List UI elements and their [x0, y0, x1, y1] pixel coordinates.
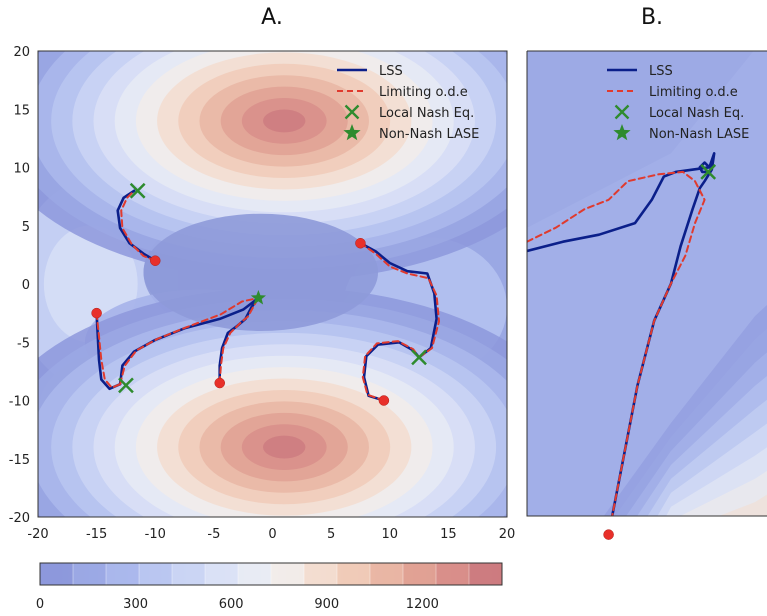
legend-nash-swatch	[344, 104, 360, 120]
lss-trajectory	[359, 241, 438, 359]
ode-trajectory	[218, 297, 260, 384]
panel-b-contours	[527, 51, 767, 516]
panel-a-ticks: -20 -15 -10 -5 0 5 10 15 20 20 15 10 5 0 -5 -10 -15 -20	[9, 45, 516, 542]
x-tick-label: -5	[207, 527, 220, 542]
legend-lss-label: LSS	[649, 64, 673, 79]
panel-b-frame	[526, 50, 767, 517]
panel-a-trajectories	[95, 189, 440, 402]
ode-trajectory	[527, 170, 706, 516]
lss-trajectory	[95, 311, 122, 391]
panel-a-contour-saddle	[143, 213, 379, 331]
panel-a-title: A.	[261, 5, 283, 30]
start-point	[603, 529, 614, 540]
colorbar-band	[370, 563, 404, 585]
x-tick-label: 15	[440, 527, 457, 542]
colorbar-band	[73, 563, 107, 585]
ode-trajectory	[359, 242, 440, 359]
colorbar-tick-label: 1200	[406, 597, 439, 612]
colorbar: 0 300 600 900 1200	[36, 562, 503, 612]
x-tick-label: 20	[499, 527, 516, 542]
panel-a-legend: LSS Limiting o.d.e Local Nash Eq. Non-Nash …	[337, 64, 479, 142]
start-point	[150, 255, 161, 266]
legend-nash-label: Local Nash Eq.	[379, 106, 474, 121]
x-tick-label: -15	[86, 527, 107, 542]
nash-equilibrium-marker	[700, 164, 717, 180]
y-tick-label: -15	[9, 453, 30, 468]
y-tick-label: 15	[13, 103, 30, 118]
panel-b-contour-band	[680, 470, 767, 516]
colorbar-band	[271, 563, 305, 585]
panel-a-markers	[91, 182, 427, 406]
panel-a-frame	[37, 50, 508, 518]
colorbar-tick-label: 0	[36, 597, 44, 612]
lss-trajectory	[116, 189, 157, 262]
start-point	[355, 237, 366, 249]
lss-trajectory	[698, 161, 711, 174]
colorbar-frame	[39, 562, 503, 586]
y-tick-label: -10	[9, 395, 30, 410]
ode-trajectory	[119, 297, 260, 386]
legend-nash-swatch	[614, 104, 630, 120]
legend-nash-label: Local Nash Eq.	[649, 106, 744, 121]
ode-trajectory	[120, 189, 157, 262]
panel-b-contour-band	[527, 51, 754, 228]
y-tick-label: -20	[9, 511, 30, 526]
lase-marker	[250, 290, 266, 305]
y-tick-label: 20	[13, 45, 30, 60]
y-tick-label: -5	[17, 336, 30, 351]
panel-b: LSS Limiting o.d.e Local Nash Eq. Non-Nash …	[526, 50, 767, 540]
y-tick-label: 10	[13, 162, 30, 177]
nash-equilibrium-marker	[129, 182, 146, 199]
colorbar-band	[172, 563, 206, 585]
x-tick-label: -20	[27, 527, 48, 542]
colorbar-band	[205, 563, 239, 585]
legend-lss-label: LSS	[379, 64, 403, 79]
colorbar-band	[40, 563, 74, 585]
legend-lase-swatch	[613, 124, 631, 141]
ode-trajectory	[95, 312, 122, 389]
x-tick-label: 5	[327, 527, 335, 542]
y-tick-label: 5	[22, 220, 30, 235]
start-point	[214, 377, 225, 389]
nash-equilibrium-marker	[411, 349, 427, 366]
panel-b-markers	[603, 164, 717, 540]
panel-b-contour-band	[719, 494, 767, 516]
colorbar-band	[469, 563, 503, 585]
colorbar-band	[403, 563, 437, 585]
panel-a: -20 -15 -10 -5 0 5 10 15 20 20 15 10 5 0 -5 -10 -15 -20 L…	[9, 45, 516, 542]
nash-equilibrium-marker	[118, 377, 134, 394]
y-tick-label: 0	[22, 278, 30, 293]
colorbar-tick-label: 900	[314, 597, 339, 612]
start-point	[91, 307, 102, 319]
start-point	[378, 395, 390, 406]
colorbar-tick-label: 300	[123, 597, 148, 612]
legend-ode-label: Limiting o.d.e	[649, 85, 738, 100]
legend-lase-label: Non-Nash LASE	[379, 127, 479, 142]
colorbar-band	[304, 563, 338, 585]
x-tick-label: 0	[268, 527, 276, 542]
panel-a-contour-band	[263, 109, 306, 133]
legend-ode-label: Limiting o.d.e	[379, 85, 468, 100]
colorbar-band	[139, 563, 173, 585]
colorbar-band	[106, 563, 140, 585]
colorbar-ticks: 0 300 600 900 1200	[36, 597, 439, 612]
ode-trajectory	[361, 340, 421, 402]
panel-a-contours	[38, 51, 507, 517]
colorbar-band	[436, 563, 470, 585]
x-tick-label: -10	[145, 527, 166, 542]
panel-a-contour-band	[263, 435, 306, 459]
colorbar-band	[337, 563, 371, 585]
panel-b-legend: LSS Limiting o.d.e Local Nash Eq. Non-Nash …	[607, 64, 749, 142]
colorbar-tick-label: 600	[219, 597, 244, 612]
colorbar-bands	[40, 563, 503, 585]
x-tick-label: 10	[381, 527, 398, 542]
colorbar-band	[238, 563, 272, 585]
legend-lase-label: Non-Nash LASE	[649, 127, 749, 142]
legend-lase-swatch	[343, 124, 361, 141]
panel-b-title: B.	[641, 5, 663, 30]
